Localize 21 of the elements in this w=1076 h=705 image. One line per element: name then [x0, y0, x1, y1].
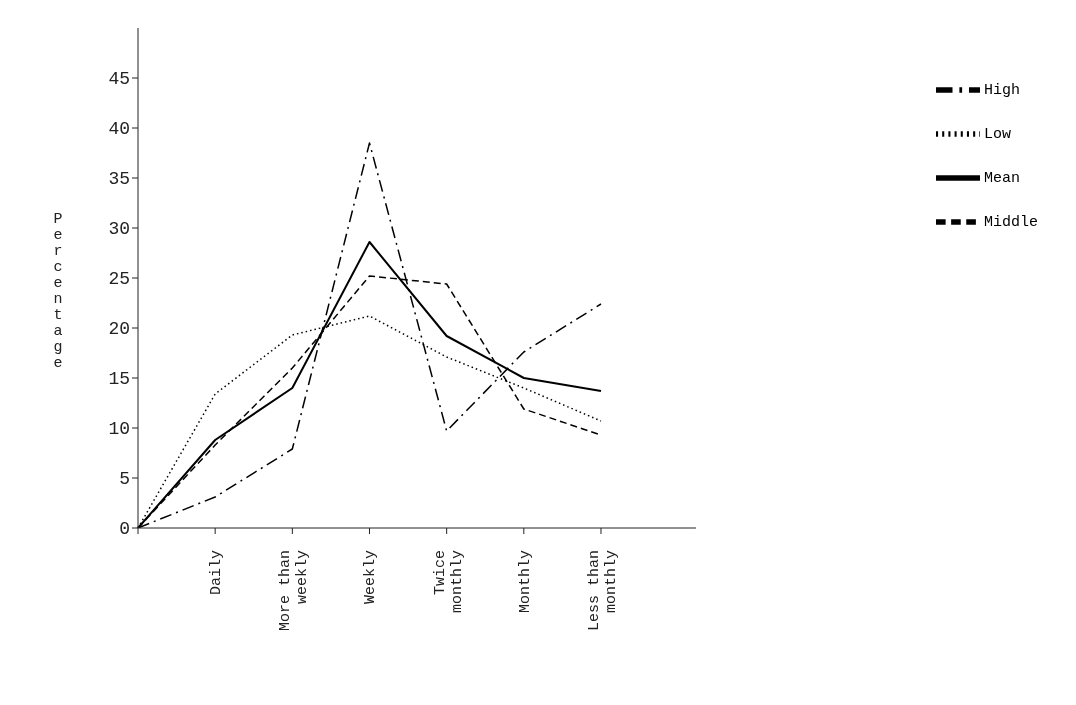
text: Percentage [53, 211, 63, 372]
x-tick-label: Less than monthly [585, 550, 620, 632]
x-tick-label: More than weekly [277, 550, 312, 632]
x-tick-label: Weekly [362, 550, 380, 605]
y-tick-label: 5 [119, 469, 130, 490]
legend-label: Middle [983, 213, 1038, 231]
y-tick-label: 15 [108, 369, 130, 390]
x-tick-label: Daily [208, 550, 226, 596]
y-tick-label: 0 [119, 519, 130, 540]
legend-label: High [983, 81, 1020, 99]
y-tick-label: 40 [108, 119, 130, 140]
y-tick-label: 20 [108, 319, 130, 340]
x-tick-label: Monthly [516, 550, 534, 614]
legend-label: Low [983, 125, 1011, 143]
x-tick-label: Twice monthly [431, 550, 466, 614]
y-tick-label: 25 [108, 269, 130, 290]
y-tick-label: 45 [108, 69, 130, 90]
y-tick-label: 30 [108, 219, 130, 240]
y-tick-label: 35 [108, 169, 130, 190]
legend-label: Mean [983, 169, 1020, 187]
y-tick-label: 10 [108, 419, 130, 440]
